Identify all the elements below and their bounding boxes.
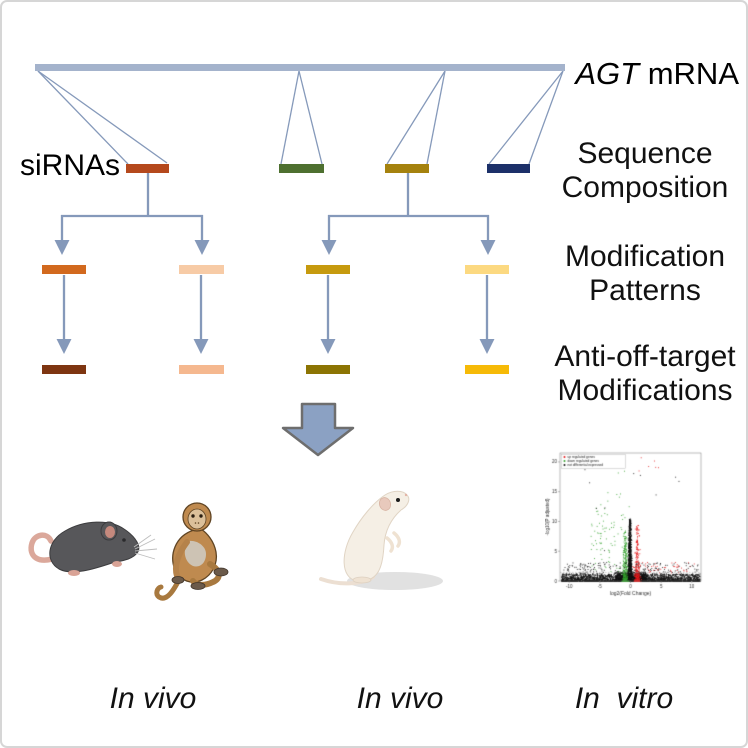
antiofftarget-bar-4	[465, 365, 509, 374]
antiofftarget-bar-3	[306, 365, 350, 374]
monkey-tail	[154, 573, 184, 601]
antiofftarget-bar-1	[42, 365, 86, 374]
monkey-illustration	[154, 502, 229, 601]
volcano-plot-canvas	[545, 448, 707, 604]
modpattern-bar-4	[465, 265, 509, 274]
stage-label-sequence-line1: Sequence	[577, 137, 713, 170]
stage-label-modification: Modification Patterns	[547, 240, 743, 308]
rat-front-paw-2	[392, 531, 402, 548]
antiofftarget-bar-2	[179, 365, 224, 374]
monkey-nostril-right	[197, 522, 200, 524]
mrna-label: AGT mRNA	[547, 56, 739, 92]
mouse-hind-foot	[68, 570, 80, 576]
caption-toxicology: In vivo Toxicology	[300, 609, 500, 746]
sirna-bar-4	[487, 164, 530, 173]
stage-label-antiofftarget-line2: Modifications	[557, 374, 733, 407]
rat-nose	[404, 493, 408, 497]
rat-front-paw	[385, 536, 395, 553]
big-down-arrow	[281, 402, 355, 457]
modpattern-bar-3	[306, 265, 350, 274]
mrna-label-suffix: mRNA	[639, 56, 739, 91]
monkey-hand	[171, 576, 185, 584]
fan-lines	[37, 70, 564, 165]
modpattern-bar-2	[179, 265, 224, 274]
caption-rna-sequencing: In vitro RNA Sequencing	[500, 609, 746, 746]
monkey-chest	[184, 540, 206, 567]
rat-ear	[378, 497, 392, 511]
mouse-tail	[28, 532, 63, 563]
monkey-foot	[213, 567, 229, 577]
monkey-foot-2	[190, 582, 206, 590]
right-branch-tree	[320, 173, 496, 354]
stage-label-antiofftarget: Anti-off-target Modifications	[542, 340, 746, 408]
rat-eye	[396, 498, 400, 502]
modpattern-bar-1	[42, 265, 86, 274]
rat-hind-foot	[352, 576, 372, 584]
stage-label-sequence-line2: Composition	[561, 171, 729, 204]
mouse-eye	[122, 538, 126, 542]
stage-label-modification-line1: Modification	[564, 240, 726, 273]
mouse-whiskers	[133, 534, 158, 560]
caption-pharmacodynamics-line1: In vivo	[109, 682, 197, 715]
monkey-eye-right	[199, 514, 203, 518]
monkey-eye-left	[191, 514, 195, 518]
sirnas-label: siRNAs	[19, 149, 120, 182]
sirna-bar-3	[385, 164, 429, 173]
toxicology-rat-illustration	[319, 490, 443, 590]
stage-label-modification-line2: Patterns	[589, 274, 701, 307]
mouse-inner-ear	[105, 526, 115, 538]
caption-toxicology-line1: In vivo	[356, 682, 444, 715]
mrna-bar	[35, 64, 565, 71]
monkey-nostril-left	[194, 522, 197, 524]
volcano-plot	[545, 448, 707, 604]
stage-label-antiofftarget-line1: Anti-off-target	[554, 340, 736, 373]
monkey-face	[187, 508, 207, 530]
pharmacodynamics-animals-illustration	[28, 502, 229, 601]
mouse-body	[49, 521, 140, 573]
monkey-arm	[173, 539, 190, 579]
caption-rna-sequencing-line1: In vitro	[574, 682, 674, 715]
caption-pharmacodynamics: In vivo Pharmacodynamics	[33, 609, 273, 746]
left-branch-tree	[54, 173, 210, 354]
sirna-bar-1	[126, 164, 169, 173]
stage-label-sequence: Sequence Composition	[547, 137, 743, 205]
mrna-label-gene: AGT	[575, 56, 640, 91]
mouse-illustration	[28, 521, 158, 576]
mouse-paw	[112, 561, 122, 567]
sirna-bar-2	[279, 164, 324, 173]
